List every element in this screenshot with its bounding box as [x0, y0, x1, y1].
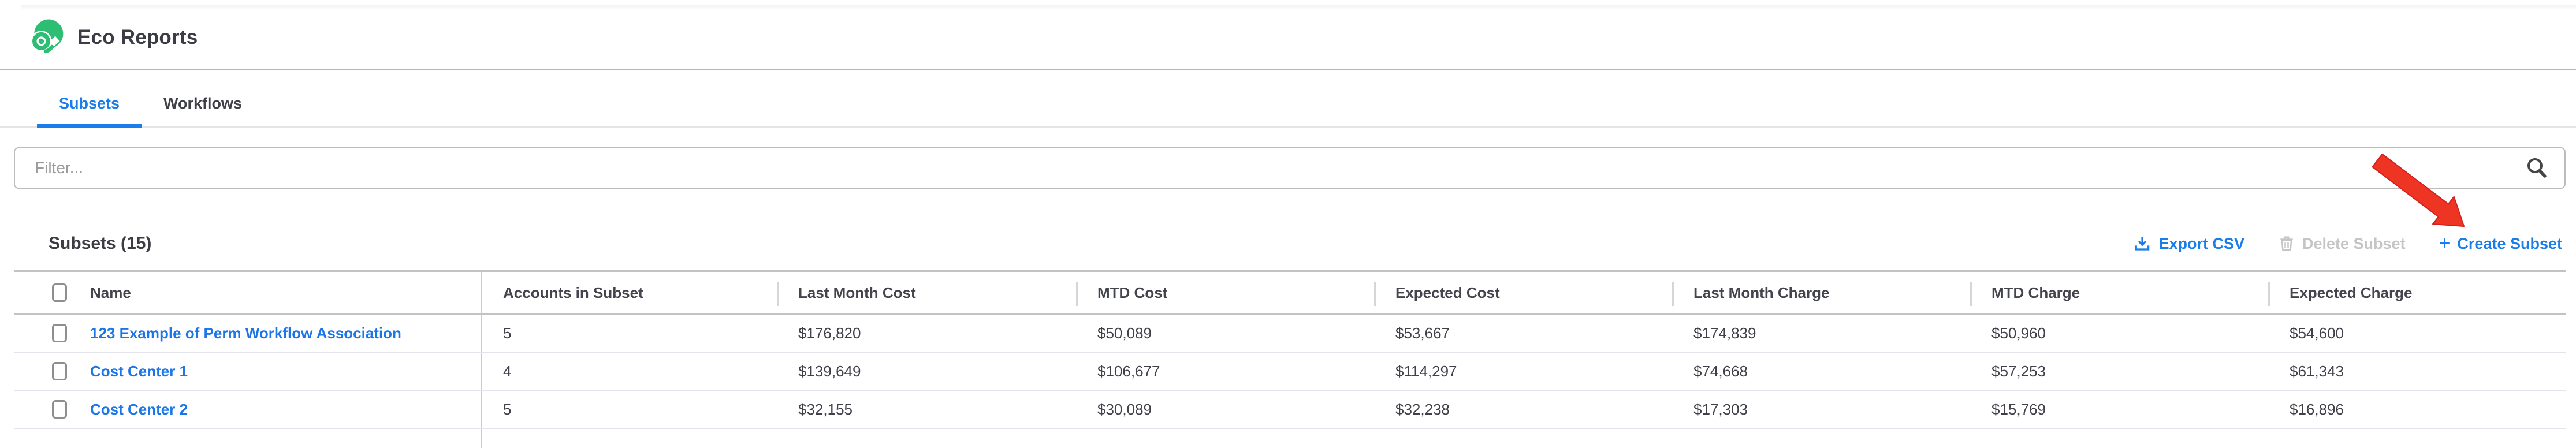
expected-cost-cell: $114,297: [1395, 362, 1457, 380]
plus-icon: +: [2439, 232, 2451, 254]
create-subset-button[interactable]: + Create Subset: [2439, 232, 2562, 254]
table-row-partial: [14, 429, 2566, 448]
column-label: Name: [90, 283, 131, 301]
annotation-arrow: [2372, 154, 2465, 227]
row-checkbox[interactable]: [52, 400, 67, 419]
toolbar-actions: Export CSV Delete Subset + Create Subset: [2133, 232, 2562, 254]
accounts-cell: 5: [481, 315, 777, 352]
header-cell-last-month-charge: Last Month Charge: [1672, 272, 1971, 313]
header-cell-expected-charge: Expected Charge: [2268, 272, 2566, 313]
window-edge-strip: [21, 5, 2576, 9]
last-month-cost-cell: $176,820: [798, 324, 861, 342]
tab-bar: Subsets Workflows: [0, 72, 2576, 128]
header-cell-mtd-cost: MTD Cost: [1076, 272, 1375, 313]
table-row: 123 Example of Perm Workflow Association…: [14, 315, 2566, 353]
header-cell-expected-cost: Expected Cost: [1374, 272, 1673, 313]
subset-name-link[interactable]: 123 Example of Perm Workflow Association: [90, 324, 401, 342]
table-row: Cost Center 2 5 $32,155 $30,089 $32,238 …: [14, 391, 2566, 429]
mtd-charge-cell: $57,253: [1991, 362, 2046, 380]
name-cell: [14, 429, 481, 448]
name-cell: Cost Center 2: [14, 391, 481, 428]
tab-subsets[interactable]: Subsets: [37, 79, 142, 128]
last-month-cost-cell: $139,649: [798, 362, 861, 380]
table-toolbar: Subsets (15) Export CSV Delete Sub: [14, 230, 2566, 257]
expected-cost-cell: $32,238: [1395, 400, 1450, 418]
row-checkbox[interactable]: [52, 362, 67, 380]
tab-workflows[interactable]: Workflows: [163, 95, 243, 112]
last-month-cost-cell: $32,155: [798, 400, 853, 418]
last-month-charge-cell: $17,303: [1693, 400, 1748, 418]
delete-subset-label: Delete Subset: [2302, 234, 2406, 252]
last-month-charge-cell: $174,839: [1693, 324, 1756, 342]
subset-name-link[interactable]: Cost Center 1: [90, 362, 188, 380]
table-row: Cost Center 1 4 $139,649 $106,677 $114,2…: [14, 353, 2566, 391]
subsets-count-heading: Subsets (15): [49, 234, 152, 253]
search-icon[interactable]: [2525, 156, 2548, 180]
expected-charge-cell: $61,343: [2290, 362, 2344, 380]
export-csv-label: Export CSV: [2158, 234, 2244, 252]
header-cell-accounts: Accounts in Subset: [481, 272, 777, 313]
mtd-cost-cell: $106,677: [1097, 362, 1160, 380]
mtd-cost-cell: $30,089: [1097, 400, 1152, 418]
last-month-charge-cell: $74,668: [1693, 362, 1748, 380]
create-subset-label: Create Subset: [2457, 234, 2562, 252]
app-header: Eco Reports: [0, 6, 2576, 70]
mtd-charge-cell: $50,960: [1991, 324, 2046, 342]
subsets-table: Name Accounts in Subset Last Month Cost …: [14, 270, 2566, 448]
accounts-cell: 4: [481, 353, 777, 390]
export-csv-button[interactable]: Export CSV: [2133, 234, 2244, 253]
row-checkbox[interactable]: [52, 324, 67, 342]
name-cell: Cost Center 1: [14, 353, 481, 390]
expected-charge-cell: $16,896: [2290, 400, 2344, 418]
header-cell-last-month-cost: Last Month Cost: [777, 272, 1077, 313]
header-cell-mtd-charge: MTD Charge: [1970, 272, 2269, 313]
page-title: Eco Reports: [77, 25, 198, 48]
select-all-checkbox[interactable]: [52, 283, 67, 302]
accounts-cell: [481, 429, 777, 448]
subset-name-link[interactable]: Cost Center 2: [90, 400, 188, 418]
name-cell: 123 Example of Perm Workflow Association: [14, 315, 481, 352]
table-header-row: Name Accounts in Subset Last Month Cost …: [14, 270, 2566, 315]
expected-cost-cell: $53,667: [1395, 324, 1450, 342]
trash-icon: [2280, 236, 2293, 251]
mtd-cost-cell: $50,089: [1097, 324, 1152, 342]
filter-bar: [14, 147, 2566, 189]
delete-subset-button[interactable]: Delete Subset: [2278, 234, 2406, 253]
eco-logo-icon: [31, 19, 64, 53]
download-icon: [2135, 237, 2150, 251]
header-cell-name: Name: [14, 272, 481, 313]
accounts-cell: 5: [481, 391, 777, 428]
filter-input[interactable]: [14, 147, 2566, 189]
expected-charge-cell: $54,600: [2290, 324, 2344, 342]
mtd-charge-cell: $15,769: [1991, 400, 2046, 418]
